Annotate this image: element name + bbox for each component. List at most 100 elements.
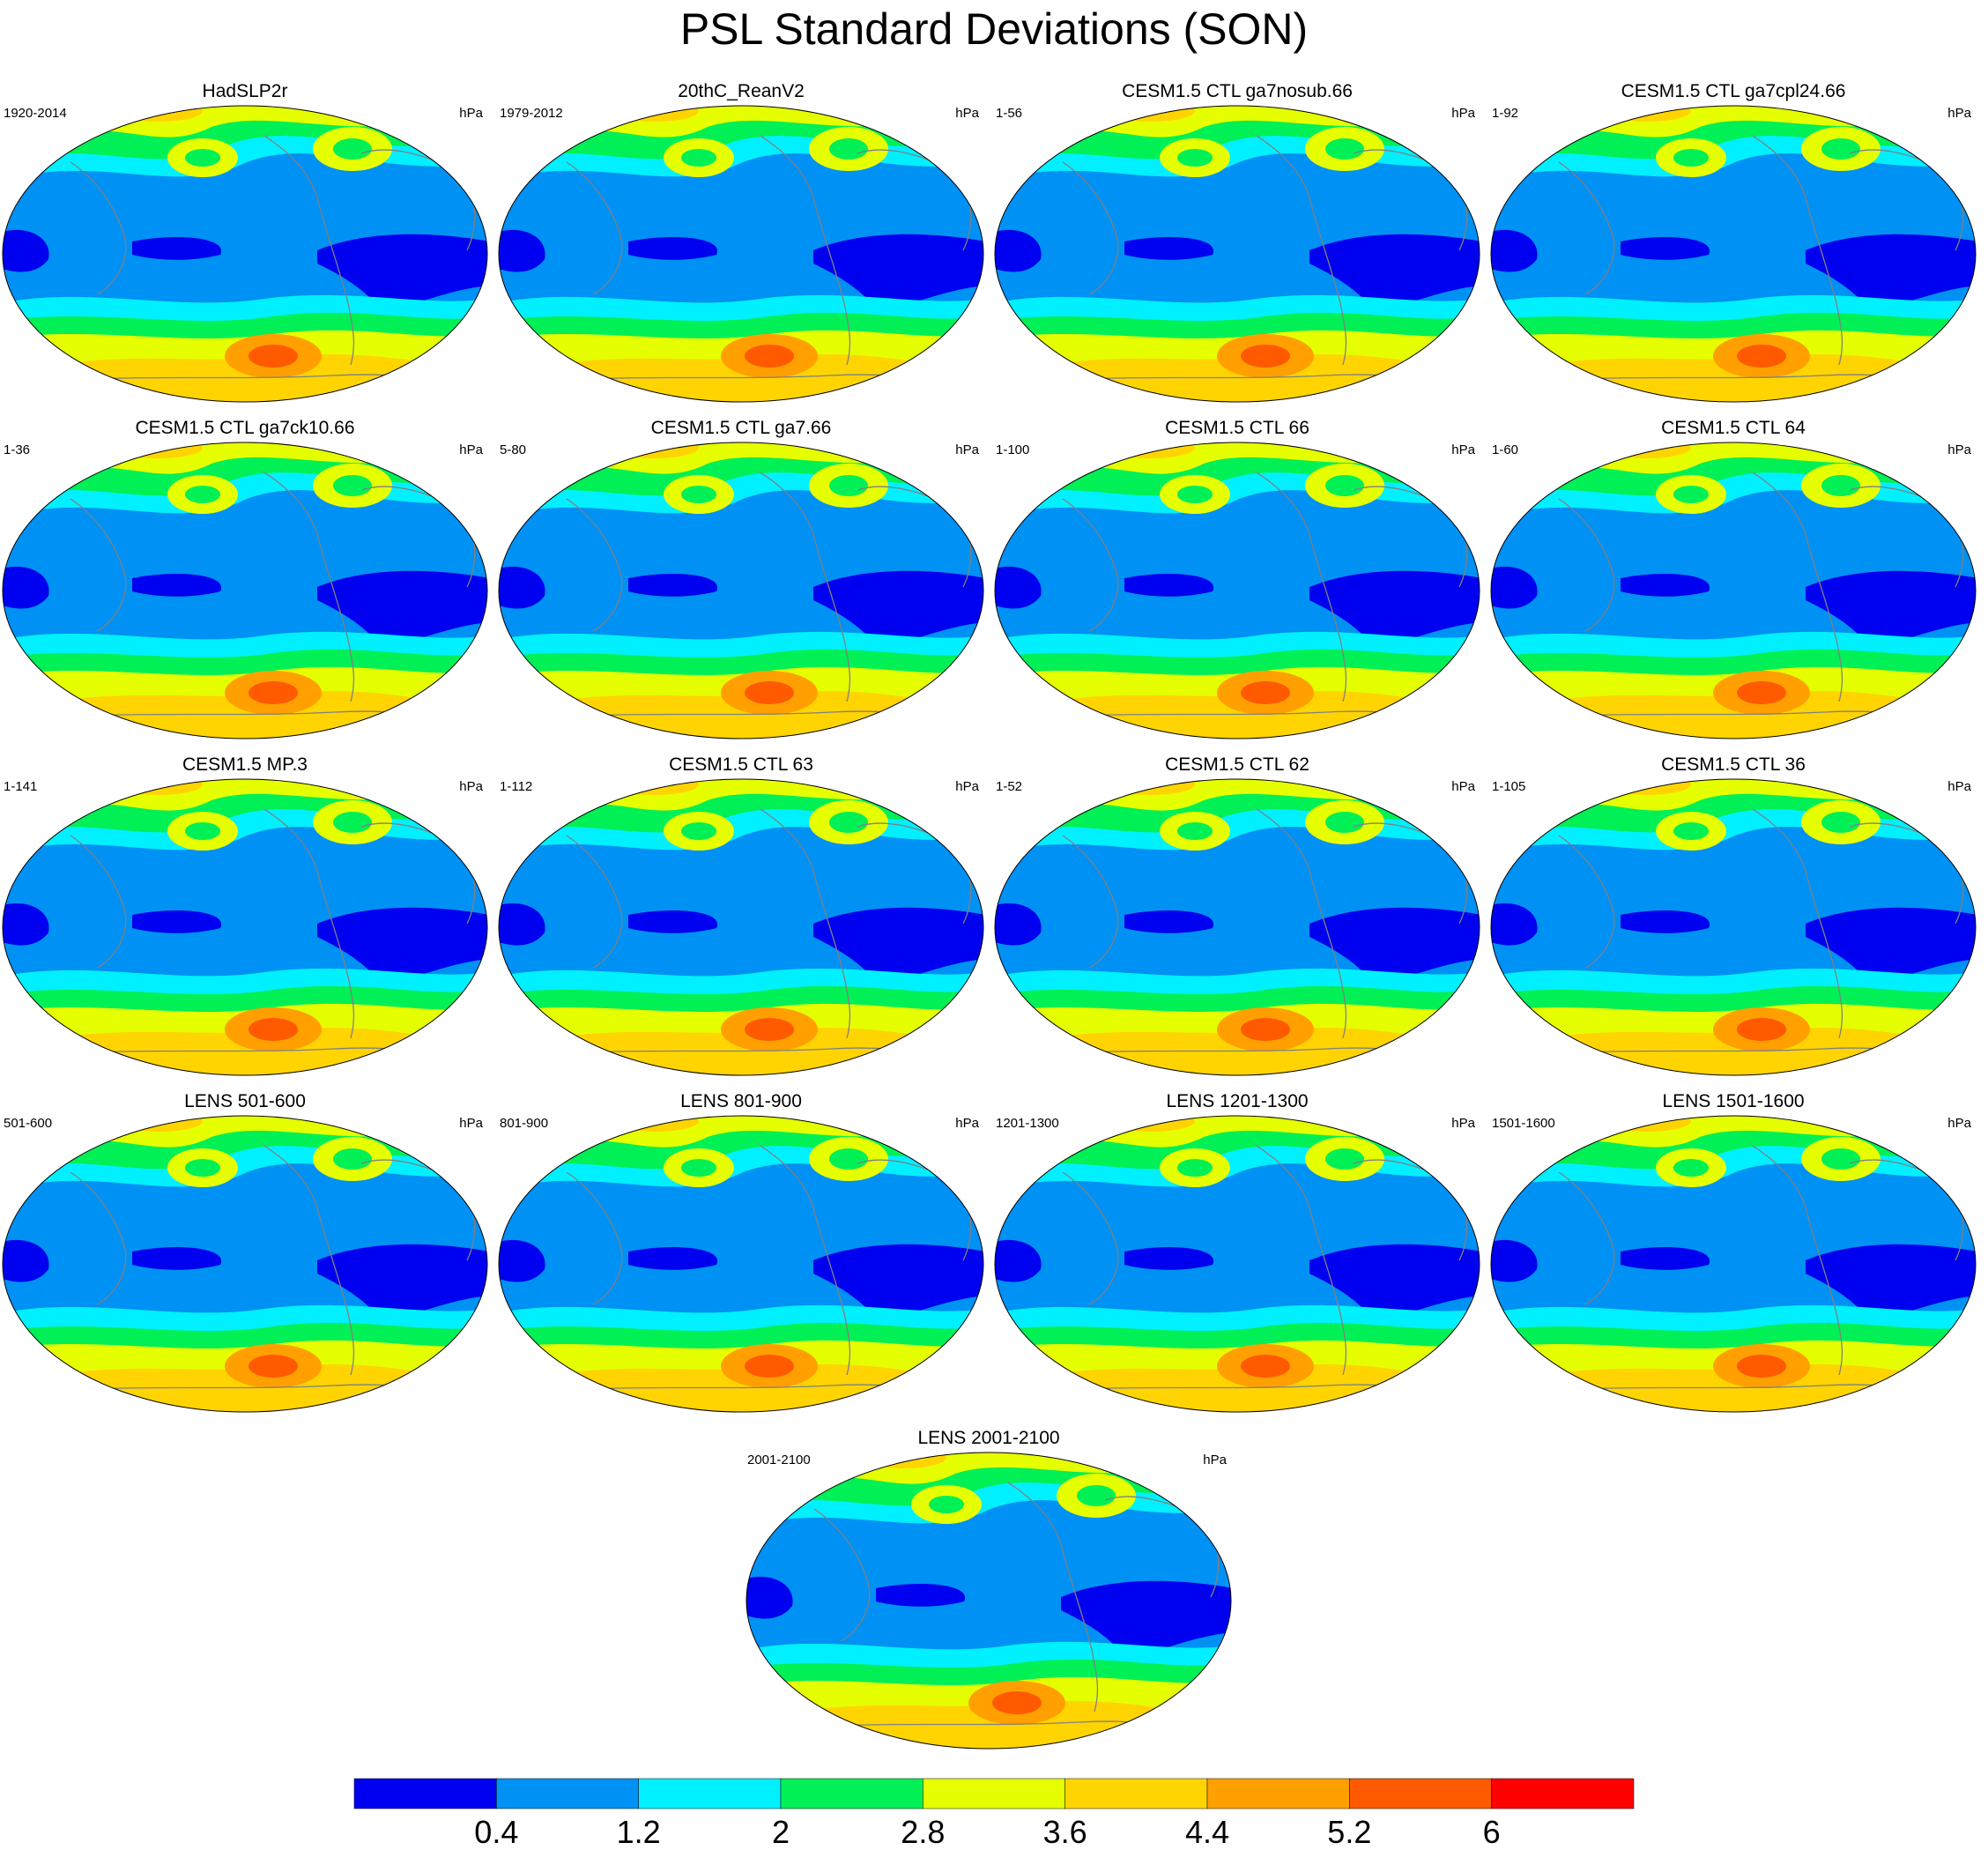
colorbar-tick-label: 3.6 [1043, 1814, 1087, 1850]
colorbar-tick-label: 4.4 [1185, 1814, 1229, 1850]
panel-years: 5-80 [500, 442, 527, 457]
colorbar-segment [780, 1778, 924, 1809]
map-panel-cesm1-5-ctl-ga7cpl24-66: CESM1.5 CTL ga7cpl24.66 1-92 hPa [1488, 81, 1978, 416]
map-panel-cesm1-5-ctl-ga7ck10-66: CESM1.5 CTL ga7ck10.66 1-36 hPa [0, 418, 490, 753]
panel-title: LENS 1201-1300 [1166, 1091, 1309, 1111]
panel-years: 1-56 [996, 106, 1023, 121]
map-panel-cesm1-5-ctl-66: CESM1.5 CTL 66 1-100 hPa [992, 418, 1482, 753]
colorbar-segment [353, 1778, 497, 1809]
panel-title: CESM1.5 CTL 62 [1165, 754, 1309, 775]
colorbar-tick-label: 0.4 [474, 1814, 518, 1850]
panel-units: hPa [459, 1116, 483, 1131]
panel-title: LENS 1501-1600 [1662, 1091, 1805, 1111]
panel-years: 1-100 [996, 442, 1030, 457]
panel-years: 1501-1600 [1492, 1116, 1555, 1131]
world-map [994, 105, 1480, 403]
panel-title: LENS 2001-2100 [917, 1428, 1060, 1448]
panel-years: 1-141 [4, 779, 38, 794]
world-map [498, 778, 984, 1076]
panel-years: 2001-2100 [747, 1453, 811, 1467]
world-map [994, 1115, 1480, 1413]
map-panel-lens-801-900: LENS 801-900 801-900 hPa [496, 1091, 986, 1426]
colorbar-segment [1349, 1778, 1492, 1809]
panel-units: hPa [1451, 1116, 1475, 1131]
colorbar-segment [638, 1778, 782, 1809]
panel-years: 501-600 [4, 1116, 53, 1131]
colorbar-segment [1491, 1778, 1635, 1809]
panel-years: 1-92 [1492, 106, 1519, 121]
map-panel-hadslp2r: HadSLP2r 1920-2014 hPa [0, 81, 490, 416]
panel-title: CESM1.5 CTL 64 [1661, 418, 1806, 438]
panel-units: hPa [459, 106, 483, 121]
panel-units: hPa [459, 442, 483, 457]
panel-title: CESM1.5 MP.3 [182, 754, 308, 775]
panel-title: CESM1.5 CTL 36 [1661, 754, 1806, 775]
panel-years: 1201-1300 [996, 1116, 1059, 1131]
colorbar-tick-label: 1.2 [617, 1814, 661, 1850]
map-panel-cesm1-5-mp-3: CESM1.5 MP.3 1-141 hPa [0, 754, 490, 1089]
map-panel-lens-1501-1600: LENS 1501-1600 1501-1600 hPa [1488, 1091, 1978, 1426]
panel-title: CESM1.5 CTL ga7.66 [650, 418, 832, 438]
world-map [2, 778, 488, 1076]
world-map [2, 105, 488, 403]
panel-years: 1979-2012 [500, 106, 563, 121]
panel-years: 1920-2014 [4, 106, 67, 121]
world-map [1490, 442, 1977, 739]
panel-units: hPa [1947, 442, 1971, 457]
panel-years: 1-105 [1492, 779, 1526, 794]
panel-units: hPa [955, 779, 979, 794]
panel-years: 1-60 [1492, 442, 1519, 457]
colorbar-segment [923, 1778, 1065, 1809]
world-map [994, 442, 1480, 739]
panel-title: CESM1.5 CTL 63 [669, 754, 813, 775]
figure-title: PSL Standard Deviations (SON) [679, 4, 1309, 54]
panel-title: CESM1.5 CTL ga7cpl24.66 [1621, 81, 1846, 101]
world-map [1490, 105, 1977, 403]
panel-years: 1-36 [4, 442, 31, 457]
colorbar-tick-label: 5.2 [1327, 1814, 1371, 1850]
panel-years: 1-52 [996, 779, 1023, 794]
panel-title: LENS 801-900 [680, 1091, 802, 1111]
world-map [498, 1115, 984, 1413]
world-map [498, 105, 984, 403]
panel-units: hPa [1451, 106, 1475, 121]
world-map [2, 442, 488, 739]
panel-units: hPa [1203, 1453, 1227, 1467]
map-panel-cesm1-5-ctl-63: CESM1.5 CTL 63 1-112 hPa [496, 754, 986, 1089]
panel-units: hPa [459, 779, 483, 794]
map-panel-lens-501-600: LENS 501-600 501-600 hPa [0, 1091, 490, 1426]
world-map [1490, 778, 1977, 1076]
panel-title: LENS 501-600 [184, 1091, 306, 1111]
panel-title: 20thC_ReanV2 [678, 81, 805, 101]
panel-units: hPa [1451, 442, 1475, 457]
map-panel-cesm1-5-ctl-ga7nosub-66: CESM1.5 CTL ga7nosub.66 1-56 hPa [992, 81, 1482, 416]
colorbar-tick-label: 2 [772, 1814, 790, 1850]
panel-units: hPa [1947, 1116, 1971, 1131]
panel-years: 801-900 [500, 1116, 549, 1131]
panel-units: hPa [955, 442, 979, 457]
world-map [1490, 1115, 1977, 1413]
colorbar-segment [1064, 1778, 1208, 1809]
panel-title: CESM1.5 CTL ga7nosub.66 [1122, 81, 1353, 101]
panel-title: HadSLP2r [202, 81, 288, 101]
map-panel-cesm1-5-ctl-64: CESM1.5 CTL 64 1-60 hPa [1488, 418, 1978, 753]
panel-units: hPa [1451, 779, 1475, 794]
map-panel-cesm1-5-ctl-62: CESM1.5 CTL 62 1-52 hPa [992, 754, 1482, 1089]
colorbar-segment [1206, 1778, 1350, 1809]
panel-units: hPa [955, 106, 979, 121]
panel-title: CESM1.5 CTL 66 [1165, 418, 1309, 438]
panel-units: hPa [1947, 106, 1971, 121]
panel-title: CESM1.5 CTL ga7ck10.66 [135, 418, 355, 438]
map-panel-lens-1201-1300: LENS 1201-1300 1201-1300 hPa [992, 1091, 1482, 1426]
colorbar-tick-label: 6 [1483, 1814, 1501, 1850]
map-panel-lens-2001-2100: LENS 2001-2100 2001-2100 hPa [744, 1428, 1234, 1763]
panel-years: 1-112 [500, 779, 533, 794]
colorbar-tick-label: 2.8 [901, 1814, 945, 1850]
map-panel-20thc-reanv2: 20thC_ReanV2 1979-2012 hPa [496, 81, 986, 416]
map-panel-cesm1-5-ctl-ga7-66: CESM1.5 CTL ga7.66 5-80 hPa [496, 418, 986, 753]
world-map [994, 778, 1480, 1076]
panel-units: hPa [1947, 779, 1971, 794]
world-map [746, 1452, 1232, 1750]
colorbar-segment [496, 1778, 639, 1809]
map-panel-cesm1-5-ctl-36: CESM1.5 CTL 36 1-105 hPa [1488, 754, 1978, 1089]
